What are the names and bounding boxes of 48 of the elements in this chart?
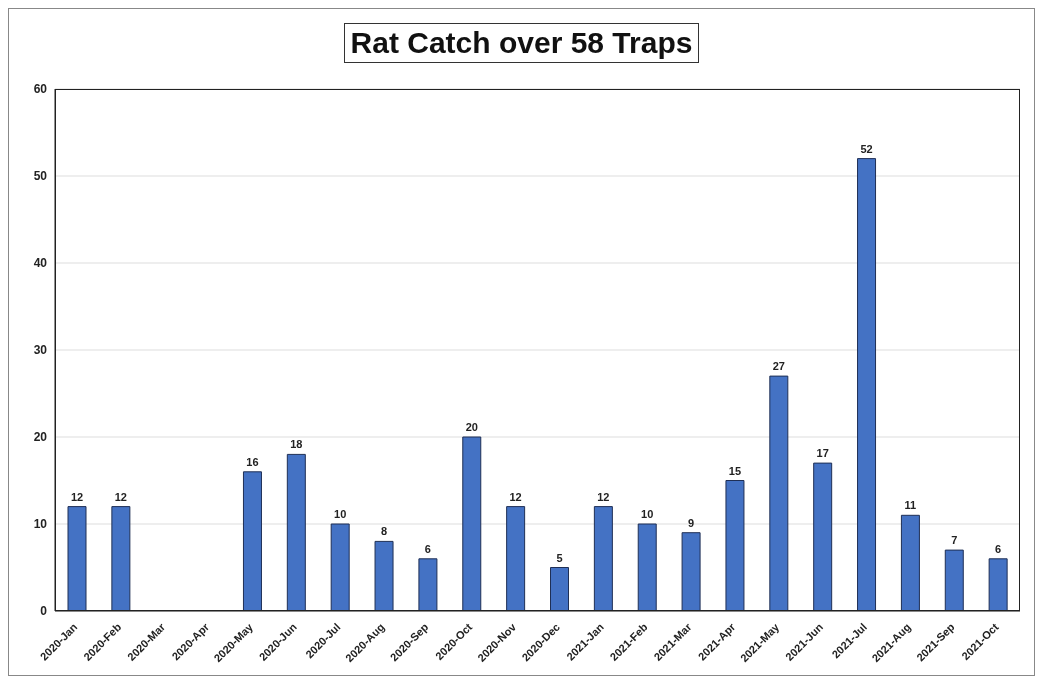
- chart-title: Rat Catch over 58 Traps: [343, 23, 700, 63]
- bar: [111, 506, 131, 611]
- data-label: 7: [951, 534, 958, 547]
- bar: [857, 158, 877, 611]
- bar: [637, 523, 657, 611]
- bar: [418, 558, 438, 611]
- y-tick-label: 30: [33, 343, 48, 358]
- data-label: 5: [556, 551, 563, 564]
- data-label: 6: [424, 542, 431, 555]
- data-label: 8: [380, 525, 388, 538]
- bar: [681, 532, 701, 611]
- data-label: 17: [816, 447, 829, 460]
- bar: [769, 375, 789, 611]
- data-label: 12: [70, 490, 84, 503]
- data-label: 11: [904, 499, 917, 512]
- data-label: 20: [465, 421, 478, 433]
- data-label: 10: [641, 508, 654, 520]
- bar: [900, 514, 920, 611]
- data-label: 18: [290, 438, 303, 451]
- bar: [550, 567, 569, 611]
- bar: [67, 506, 87, 611]
- y-tick-label: 20: [33, 430, 48, 445]
- bar: [462, 436, 482, 611]
- bar: [330, 523, 350, 611]
- data-label: 10: [334, 508, 347, 520]
- data-label: 12: [597, 490, 610, 503]
- y-tick-label: 50: [33, 169, 48, 184]
- data-label: 15: [728, 464, 742, 477]
- bar: [242, 471, 262, 611]
- bar: [286, 453, 306, 611]
- data-label: 12: [509, 490, 522, 503]
- data-label: 9: [688, 516, 695, 529]
- y-tick-label: 40: [33, 256, 48, 271]
- bar: [725, 480, 745, 611]
- data-label: 12: [114, 490, 127, 503]
- y-tick-label: 10: [33, 517, 48, 532]
- bar: [813, 462, 833, 611]
- bar: [374, 540, 394, 611]
- data-label: 16: [246, 455, 259, 468]
- data-label: 27: [772, 360, 785, 373]
- data-label: 52: [860, 142, 873, 155]
- bar: [944, 549, 964, 611]
- y-tick-label: 0: [40, 604, 48, 619]
- bar: [988, 558, 1008, 611]
- bar: [593, 506, 613, 611]
- bar: [506, 506, 526, 611]
- y-tick-label: 60: [33, 82, 48, 97]
- data-label: 6: [995, 542, 1002, 555]
